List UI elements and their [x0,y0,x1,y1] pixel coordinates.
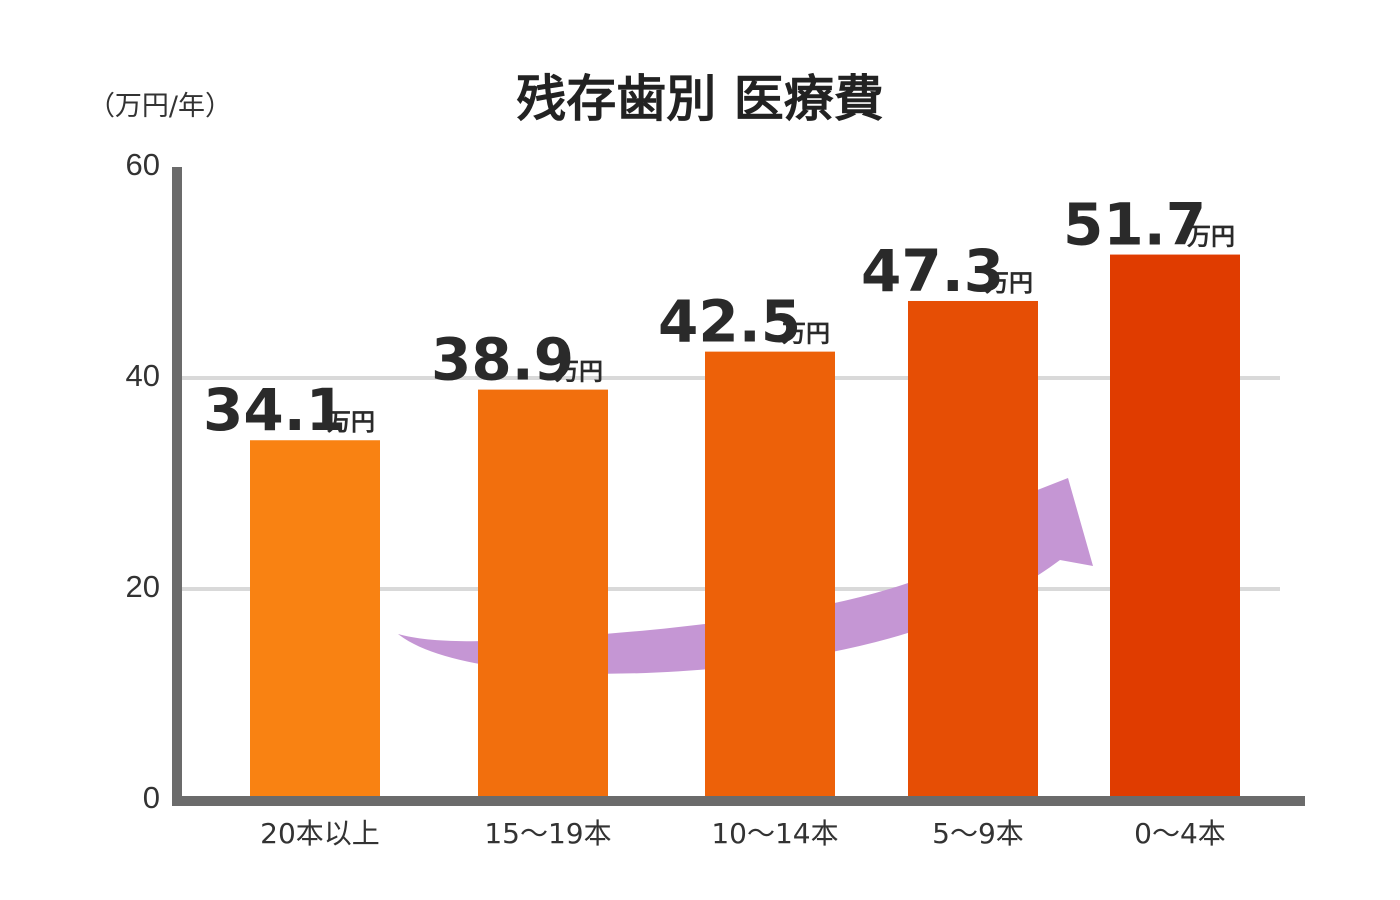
value-label-unit: 万円 [555,358,603,386]
value-label-unit: 万円 [1187,223,1235,251]
bar-1 [478,389,608,800]
y-axis-ticks: 0 20 40 60 [126,147,160,815]
bar-3 [908,300,1038,800]
category-label-3: 5〜9本 [932,817,1024,850]
axes [172,167,1305,806]
value-label-number: 34.1 [203,376,346,444]
value-label-unit: 万円 [327,408,375,436]
value-label-number: 47.3 [861,237,1004,305]
value-label-3: 47.3万円 [861,237,1033,305]
y-tick-label: 20 [126,569,160,604]
value-label-1: 38.9万円 [431,326,603,394]
value-label-unit: 万円 [782,320,830,348]
y-tick-label: 0 [143,780,160,815]
y-tick-label: 60 [126,147,160,182]
y-tick-label: 40 [126,358,160,393]
category-label-4: 0〜4本 [1134,817,1226,850]
value-label-2: 42.5万円 [658,288,830,356]
category-label-1: 15〜19本 [484,817,611,850]
bars [250,254,1240,800]
y-axis-unit-label: （万円/年） [88,91,232,122]
x-axis-category-labels: 20本以上 15〜19本 10〜14本 5〜9本 0〜4本 [260,817,1226,850]
value-label-number: 38.9 [431,326,574,394]
bar-4 [1110,254,1240,800]
value-label-unit: 万円 [985,269,1033,297]
bar-0 [250,440,380,800]
category-label-0: 20本以上 [260,817,380,850]
category-label-2: 10〜14本 [711,817,838,850]
value-label-number: 42.5 [658,288,801,356]
value-label-number: 51.7 [1063,191,1206,259]
chart-title: 残存歯別 医療費 [516,70,883,128]
bar-2 [705,351,835,800]
value-label-4: 51.7万円 [1063,191,1235,259]
value-label-0: 34.1万円 [203,376,375,444]
